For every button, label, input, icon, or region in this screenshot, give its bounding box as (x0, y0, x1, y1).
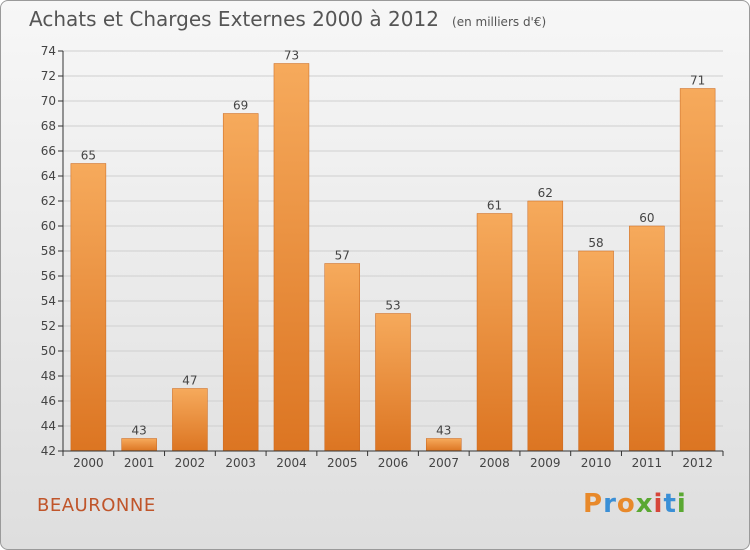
bar-2001 (121, 438, 157, 452)
y-tick-label: 42 (41, 444, 56, 458)
chart-title: Achats et Charges Externes 2000 à 2012 (29, 7, 439, 31)
x-tick-label: 2012 (682, 456, 713, 470)
title-row: Achats et Charges Externes 2000 à 2012 (… (29, 7, 546, 31)
x-tick-label: 2006 (378, 456, 409, 470)
y-tick-label: 70 (41, 94, 56, 108)
y-tick-label: 58 (41, 244, 56, 258)
data-label-2001: 43 (132, 424, 147, 438)
y-tick-label: 66 (41, 144, 56, 158)
chart-unit: (en milliers d'€) (452, 15, 547, 29)
x-tick-label: 2004 (276, 456, 307, 470)
x-tick-label: 2002 (175, 456, 206, 470)
x-tick-label: 2001 (124, 456, 155, 470)
brand-letter: o (616, 489, 636, 519)
labels: 42 44 46 48 50 52 54 56 58 60 62 64 66 68 70 72 74 65 2000… (41, 44, 713, 470)
y-tick-label: 68 (41, 119, 56, 133)
y-tick-label: 56 (41, 269, 56, 283)
brand-letter: x (635, 489, 654, 519)
y-tick-label: 64 (41, 169, 56, 183)
data-label-2002: 47 (182, 374, 197, 388)
data-label-2008: 61 (487, 199, 502, 213)
brand-letter: t (663, 489, 677, 519)
x-tick-label: 2005 (327, 456, 358, 470)
bar-2003 (222, 113, 259, 452)
bar-2009 (527, 200, 564, 452)
data-label-2004: 73 (284, 49, 299, 63)
bar-2002 (172, 388, 208, 452)
data-label-2011: 60 (639, 211, 654, 225)
bar-2006 (375, 313, 411, 452)
y-tick-label: 62 (41, 194, 56, 208)
y-tick-label: 54 (41, 294, 56, 308)
x-tick-label: 2000 (73, 456, 104, 470)
brand-letter: i (676, 489, 687, 519)
x-tick-label: 2010 (581, 456, 612, 470)
bar-2011 (629, 225, 665, 452)
bars (70, 63, 716, 452)
brand-logo: Proxiti (583, 489, 687, 519)
bar-2000 (70, 163, 107, 452)
x-tick-label: 2009 (530, 456, 561, 470)
y-tick-label: 74 (41, 44, 56, 58)
brand-letter: i (653, 489, 664, 519)
y-tick-label: 52 (41, 319, 56, 333)
x-tick-label: 2003 (225, 456, 256, 470)
brand-letter: r (603, 489, 617, 519)
bar-2007 (426, 438, 462, 452)
x-tick-label: 2007 (428, 456, 459, 470)
y-tick-label: 50 (41, 344, 56, 358)
data-label-2012: 71 (690, 74, 705, 88)
data-label-2010: 58 (588, 236, 603, 250)
y-tick-label: 72 (41, 69, 56, 83)
brand-letter: P (583, 489, 604, 519)
data-label-2009: 62 (538, 186, 553, 200)
y-tick-label: 60 (41, 219, 56, 233)
bar-2004 (273, 63, 310, 452)
bar-2005 (324, 263, 360, 452)
y-tick-label: 46 (41, 394, 56, 408)
x-tick-label: 2011 (632, 456, 663, 470)
bar-2012 (679, 88, 716, 452)
bar-2008 (476, 213, 513, 452)
bar-2010 (578, 250, 614, 452)
y-tick-label: 44 (41, 419, 56, 433)
data-label-2005: 57 (335, 249, 350, 263)
y-tick-label: 48 (41, 369, 56, 383)
commune-name: BEAURONNE (37, 495, 156, 516)
data-label-2006: 53 (385, 299, 400, 313)
data-label-2003: 69 (233, 99, 248, 113)
data-label-2000: 65 (81, 149, 96, 163)
data-label-2007: 43 (436, 424, 451, 438)
axes (58, 50, 724, 456)
x-tick-label: 2008 (479, 456, 510, 470)
